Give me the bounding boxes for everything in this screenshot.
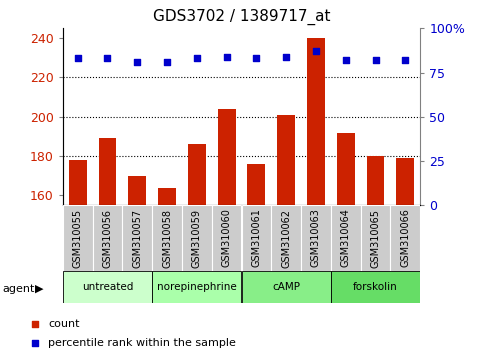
Bar bbox=[152, 271, 242, 303]
Bar bbox=[307, 38, 325, 205]
Point bbox=[104, 56, 112, 61]
Text: GSM310056: GSM310056 bbox=[102, 209, 113, 268]
Text: GDS3702 / 1389717_at: GDS3702 / 1389717_at bbox=[153, 9, 330, 25]
Bar bbox=[247, 164, 265, 205]
Bar bbox=[212, 205, 242, 271]
Text: GSM310055: GSM310055 bbox=[72, 209, 83, 268]
Bar bbox=[182, 205, 212, 271]
Text: GSM310059: GSM310059 bbox=[192, 209, 202, 268]
Text: GSM310060: GSM310060 bbox=[222, 209, 232, 268]
Bar bbox=[152, 205, 182, 271]
Text: agent: agent bbox=[2, 284, 35, 293]
Point bbox=[133, 59, 141, 65]
Point bbox=[74, 56, 82, 61]
Point bbox=[312, 48, 320, 54]
Bar bbox=[218, 109, 236, 205]
Point bbox=[163, 59, 171, 65]
Point bbox=[282, 54, 290, 59]
Point bbox=[223, 54, 230, 59]
Bar bbox=[242, 205, 271, 271]
Text: GSM310064: GSM310064 bbox=[341, 209, 351, 268]
Text: count: count bbox=[48, 319, 80, 329]
Bar bbox=[337, 132, 355, 205]
Bar bbox=[63, 205, 93, 271]
Text: GSM310063: GSM310063 bbox=[311, 209, 321, 268]
Bar bbox=[128, 176, 146, 205]
Point bbox=[401, 57, 409, 63]
Bar bbox=[69, 160, 86, 205]
Text: percentile rank within the sample: percentile rank within the sample bbox=[48, 338, 236, 348]
Bar bbox=[63, 271, 152, 303]
Bar bbox=[122, 205, 152, 271]
Point bbox=[337, 88, 344, 94]
Bar bbox=[242, 271, 331, 303]
Bar bbox=[301, 205, 331, 271]
Text: GSM310058: GSM310058 bbox=[162, 209, 172, 268]
Bar bbox=[99, 138, 116, 205]
Point bbox=[337, 266, 344, 271]
Text: untreated: untreated bbox=[82, 282, 133, 292]
Bar bbox=[93, 205, 122, 271]
Text: cAMP: cAMP bbox=[272, 282, 300, 292]
Text: GSM310062: GSM310062 bbox=[281, 209, 291, 268]
Bar bbox=[367, 156, 384, 205]
Text: ▶: ▶ bbox=[35, 284, 43, 293]
Bar bbox=[361, 205, 390, 271]
Text: norepinephrine: norepinephrine bbox=[157, 282, 237, 292]
Point bbox=[193, 56, 201, 61]
Bar bbox=[390, 205, 420, 271]
Text: GSM310057: GSM310057 bbox=[132, 209, 142, 268]
Bar bbox=[158, 188, 176, 205]
Text: GSM310066: GSM310066 bbox=[400, 209, 411, 268]
Text: GSM310061: GSM310061 bbox=[251, 209, 261, 268]
Bar bbox=[331, 205, 361, 271]
Text: forskolin: forskolin bbox=[353, 282, 398, 292]
Bar bbox=[397, 158, 414, 205]
Text: GSM310065: GSM310065 bbox=[370, 209, 381, 268]
Bar bbox=[271, 205, 301, 271]
Point bbox=[342, 57, 350, 63]
Bar bbox=[277, 115, 295, 205]
Bar bbox=[331, 271, 420, 303]
Point bbox=[253, 56, 260, 61]
Point bbox=[372, 57, 380, 63]
Bar bbox=[188, 144, 206, 205]
